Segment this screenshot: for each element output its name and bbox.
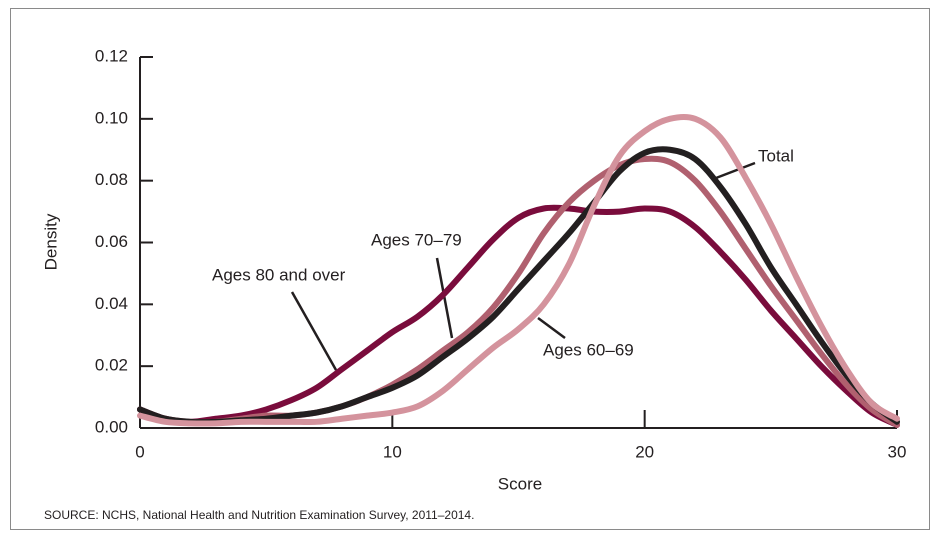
series-line	[137, 204, 900, 428]
y-tick-label: 0.00	[95, 417, 128, 436]
y-tick-label: 0.02	[95, 356, 128, 375]
x-axis-title: Score	[498, 474, 542, 493]
series-label: Ages 60–69	[543, 340, 634, 359]
x-tick-label: 30	[888, 442, 907, 461]
frame	[10, 8, 930, 530]
y-tick-label: 0.06	[95, 232, 128, 251]
source-note: SOURCE: NCHS, National Health and Nutrit…	[44, 508, 474, 522]
series-line	[137, 113, 900, 427]
series-line	[137, 146, 900, 426]
series-label: Ages 80 and over	[212, 265, 346, 284]
y-tick-label: 0.04	[95, 294, 128, 313]
x-tick-label: 0	[135, 442, 144, 461]
x-tick-label: 20	[635, 442, 654, 461]
leader-line	[715, 161, 756, 180]
y-tick-label: 0.10	[95, 108, 128, 127]
x-tick-label: 10	[383, 442, 402, 461]
series-label: Ages 70–79	[371, 230, 462, 249]
leader-line	[537, 316, 566, 340]
y-axis-title: Density	[41, 213, 60, 270]
leader-line	[290, 291, 338, 371]
y-tick-label: 0.12	[95, 46, 128, 65]
leader-line	[435, 257, 454, 339]
series-label: Total	[758, 146, 794, 165]
y-tick-label: 0.08	[95, 170, 128, 189]
series-line	[137, 155, 900, 428]
